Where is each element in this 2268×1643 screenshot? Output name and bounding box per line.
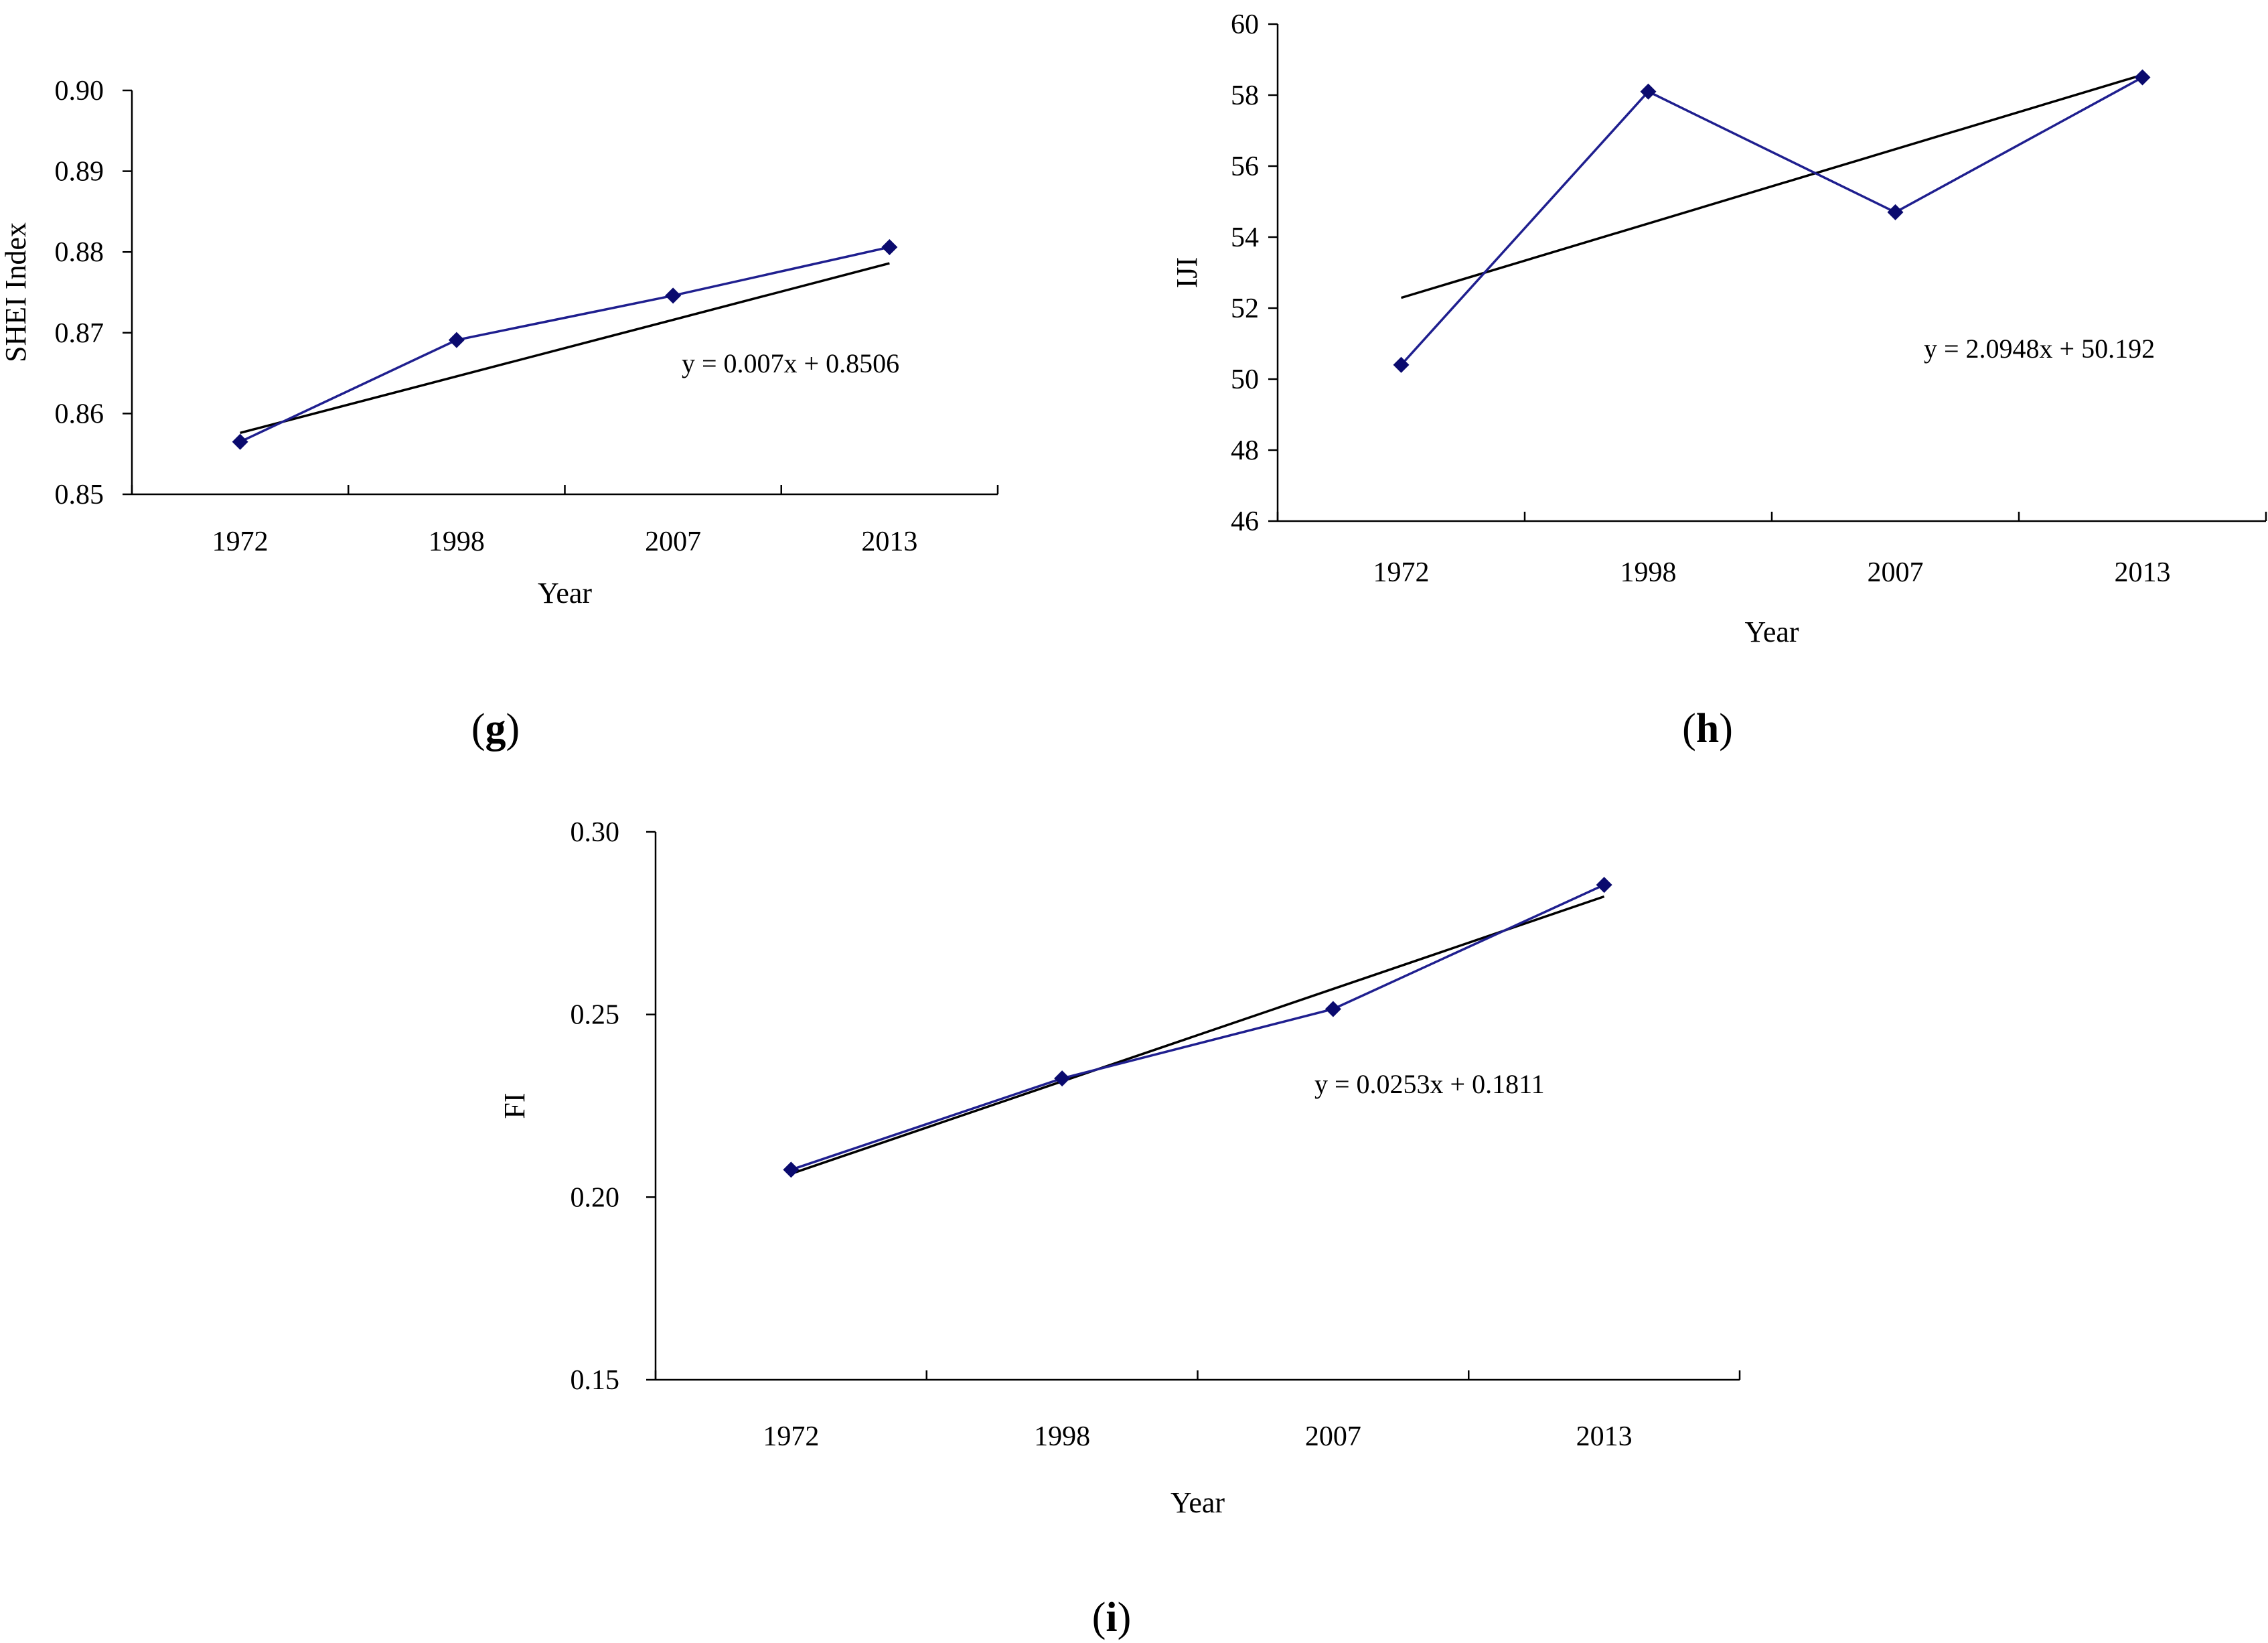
y-tick-label: 60 — [1231, 9, 1259, 40]
panel-label-letter: h — [1696, 706, 1719, 752]
y-tick-label: 48 — [1231, 435, 1259, 466]
data-point — [1596, 877, 1612, 894]
x-tick-label: 2007 — [645, 526, 701, 557]
y-axis-title: SHEI Index — [0, 222, 32, 362]
y-axis-title: IJI — [1170, 257, 1203, 288]
x-tick-label: 2007 — [1868, 557, 1924, 588]
panel-label: (h) — [1682, 706, 1733, 752]
y-tick-label: 46 — [1231, 506, 1259, 537]
y-tick-label: 0.90 — [55, 76, 104, 106]
panel-label: (g) — [471, 706, 520, 752]
series-line — [790, 883, 1605, 1171]
data-point — [665, 287, 682, 304]
trend-line — [240, 262, 890, 435]
x-tick-label: 2007 — [1305, 1421, 1361, 1452]
chart-panel-h: 46 48 50 52 54 56 58 60 1972 1998 2007 2013 Year IJI y… — [1170, 9, 2267, 752]
y-tick-label: 58 — [1231, 80, 1259, 111]
y-tick-label: 50 — [1231, 364, 1259, 395]
y-tick-label: 0.86 — [55, 399, 104, 429]
panel-label-letter: i — [1106, 1595, 1117, 1640]
x-tick-label: 1972 — [212, 526, 269, 557]
y-tick-label: 0.89 — [55, 157, 104, 188]
x-tick-label: 2013 — [2115, 557, 2171, 588]
x-axis-title: Year — [538, 577, 592, 610]
y-tick-label: 0.15 — [571, 1365, 620, 1396]
trend-equation: y = 0.0253x + 0.1811 — [1314, 1069, 1545, 1099]
y-tick-label: 0.87 — [55, 318, 104, 349]
x-tick-label: 1998 — [429, 526, 485, 557]
trend-line — [790, 895, 1605, 1175]
chart-panel-g: 0.85 0.86 0.87 0.88 0.89 0.90 1972 1998 2007 2013… — [0, 76, 999, 752]
y-tick-label: 0.85 — [55, 480, 104, 510]
data-point — [1887, 204, 1904, 220]
trend-equation: y = 2.0948x + 50.192 — [1924, 334, 2155, 364]
trend-equation: y = 0.007x + 0.8506 — [682, 348, 899, 378]
data-point — [1393, 356, 1410, 373]
x-tick-label: 1972 — [1373, 557, 1430, 588]
data-point — [783, 1161, 800, 1178]
y-tick-label: 0.30 — [571, 817, 620, 848]
y-tick-label: 54 — [1231, 222, 1259, 253]
panel-label-letter: g — [485, 706, 506, 752]
x-axis-title: Year — [1744, 616, 1799, 648]
y-tick-label: 0.20 — [571, 1182, 620, 1213]
data-point — [1325, 1001, 1341, 1017]
series-line — [1400, 76, 2143, 366]
chart-panel-i: 0.15 0.20 0.25 0.30 1972 1998 2007 2013 Year FI y … — [498, 817, 1741, 1640]
y-axis-title: FI — [498, 1092, 531, 1119]
y-tick-label: 0.25 — [571, 1000, 620, 1031]
series-line — [239, 246, 890, 443]
data-point — [1640, 83, 1657, 100]
data-point — [448, 332, 465, 348]
x-tick-label: 1972 — [763, 1421, 819, 1452]
data-point — [1054, 1070, 1071, 1087]
x-tick-label: 2013 — [1576, 1421, 1633, 1452]
y-tick-label: 52 — [1231, 293, 1259, 324]
panel-label: (i) — [1092, 1595, 1132, 1640]
y-tick-label: 0.88 — [55, 237, 104, 268]
data-point — [2134, 69, 2151, 86]
data-point — [232, 433, 248, 450]
trend-line — [1400, 74, 2143, 299]
x-tick-label: 2013 — [861, 526, 917, 557]
data-point — [881, 238, 898, 255]
x-tick-label: 1998 — [1620, 557, 1677, 588]
x-tick-label: 1998 — [1034, 1421, 1090, 1452]
x-axis-title: Year — [1170, 1486, 1225, 1519]
y-tick-label: 56 — [1231, 151, 1259, 182]
